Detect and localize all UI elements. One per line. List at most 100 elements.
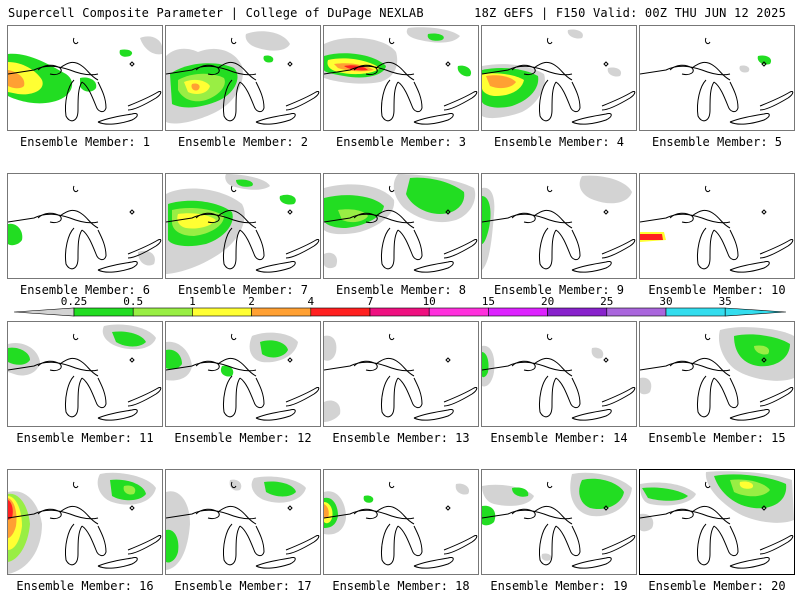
map-panel[interactable] [481, 25, 637, 131]
colorbar-right-arrow [724, 307, 787, 317]
map-panel[interactable] [639, 321, 795, 427]
scp-map [640, 185, 794, 273]
colorbar-segment [251, 307, 312, 317]
map-outline [166, 185, 320, 273]
map-panel[interactable] [481, 469, 637, 575]
map-outline [166, 481, 320, 569]
colorbar-legend: 0.25 0.5 1 2 4 7 10 15 20 25 30 35 [0, 296, 800, 322]
map-panel[interactable] [639, 25, 795, 131]
map-panel[interactable] [639, 173, 795, 279]
map-panel[interactable] [7, 469, 163, 575]
colorbar-tick-label: 25 [600, 296, 613, 308]
scp-contours [166, 174, 296, 274]
colorbar-svg: 0.25 0.5 1 2 4 7 10 15 20 25 30 35 [13, 296, 787, 317]
map-outline [482, 481, 636, 569]
map-outline [640, 37, 794, 125]
map-outline [324, 333, 478, 421]
colorbar-segment [310, 307, 371, 317]
scp-map [166, 476, 320, 570]
member-caption: Ensemble Member: 13 [332, 431, 470, 445]
member-caption: Ensemble Member: 3 [335, 135, 467, 149]
member-caption: Ensemble Member: 12 [174, 431, 312, 445]
map-panel[interactable] [7, 321, 163, 427]
map-panel[interactable] [165, 321, 321, 427]
scp-contours [324, 27, 472, 84]
member-caption: Ensemble Member: 14 [490, 431, 628, 445]
scp-map [166, 174, 320, 274]
map-outline [324, 481, 478, 569]
scp-map [324, 27, 478, 125]
header-run-info: 18Z GEFS | F150 Valid: 00Z THU JUN 12 20… [474, 6, 786, 20]
scp-map [482, 472, 636, 569]
map-panel[interactable] [639, 469, 795, 575]
map-outline [8, 37, 162, 125]
map-outline [8, 185, 162, 273]
colorbar-tick-label: 2 [248, 296, 255, 308]
map-panel[interactable] [323, 25, 479, 131]
scp-map [324, 481, 478, 569]
map-panel[interactable] [7, 173, 163, 279]
member-caption: Ensemble Member: 5 [651, 135, 783, 149]
map-panel[interactable] [7, 25, 163, 131]
member-caption: Ensemble Member: 20 [648, 579, 786, 593]
member-caption: Ensemble Member: 9 [493, 283, 625, 297]
scp-contours [482, 175, 632, 270]
map-panel[interactable] [323, 321, 479, 427]
colorbar-segment [547, 307, 608, 317]
member-caption: Ensemble Member: 1 [19, 135, 151, 149]
colorbar-tick-label: 4 [307, 296, 314, 308]
scp-contours [482, 345, 604, 387]
map-outline [482, 37, 636, 125]
scp-contours [324, 335, 341, 422]
colorbar-left-arrow [13, 307, 75, 317]
scp-map [8, 324, 162, 421]
colorbar-tick-label: 20 [541, 296, 554, 308]
member-caption: Ensemble Member: 17 [174, 579, 312, 593]
member-caption: Ensemble Member: 10 [648, 283, 786, 297]
scp-map [324, 333, 478, 422]
scp-map [166, 31, 320, 125]
member-caption: Ensemble Member: 16 [16, 579, 154, 593]
scp-contours [166, 332, 298, 381]
map-outline [482, 185, 636, 273]
scp-map [324, 174, 478, 273]
scp-map [640, 471, 794, 569]
colorbar-tick-label: 7 [367, 296, 374, 308]
colorbar-tick-label: 10 [423, 296, 436, 308]
map-outline [640, 185, 794, 273]
scp-contours [324, 174, 476, 269]
member-caption: Ensemble Member: 2 [177, 135, 309, 149]
member-caption: Ensemble Member: 11 [16, 431, 154, 445]
scp-map [8, 185, 162, 273]
map-panel[interactable] [481, 321, 637, 427]
colorbar-segment [369, 307, 430, 317]
scp-map [640, 327, 794, 421]
colorbar-segment [665, 307, 726, 317]
map-panel[interactable] [323, 469, 479, 575]
scp-contours [8, 223, 155, 266]
member-caption: Ensemble Member: 19 [490, 579, 628, 593]
map-panel[interactable] [165, 469, 321, 575]
scp-map [640, 37, 794, 125]
scp-contours [324, 483, 470, 535]
colorbar-tick-label: 30 [659, 296, 672, 308]
colorbar-tick-label: 1 [189, 296, 196, 308]
scp-contours [640, 471, 794, 532]
scp-map [8, 36, 162, 125]
member-caption: Ensemble Member: 8 [335, 283, 467, 297]
map-panel[interactable] [165, 25, 321, 131]
member-caption: Ensemble Member: 4 [493, 135, 625, 149]
map-outline [640, 333, 794, 421]
member-caption: Ensemble Member: 6 [19, 283, 151, 297]
scp-contours [482, 472, 632, 561]
scp-contours [482, 29, 622, 119]
map-panel[interactable] [165, 173, 321, 279]
scp-map [166, 332, 320, 421]
scp-contours [8, 324, 156, 376]
colorbar-tick-label: 0.25 [61, 296, 88, 308]
colorbar-tick-label: 15 [482, 296, 495, 308]
map-outline [8, 333, 162, 421]
colorbar-segment [192, 307, 252, 317]
map-panel[interactable] [323, 173, 479, 279]
map-panel[interactable] [481, 173, 637, 279]
